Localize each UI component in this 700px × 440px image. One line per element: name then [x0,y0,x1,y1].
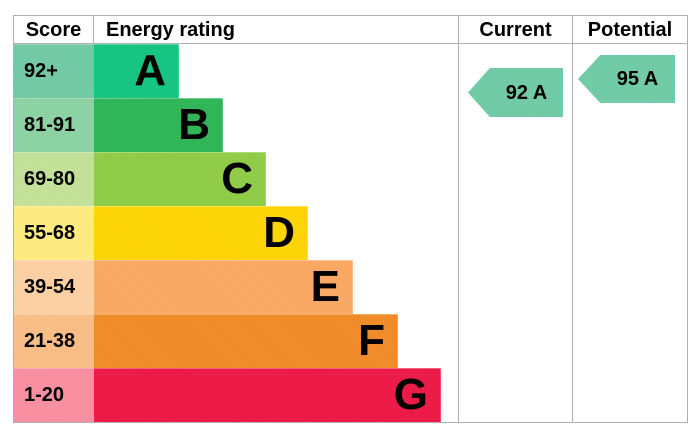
band-letter-c: C [221,154,253,203]
score-range-f: 21-38 [24,329,76,352]
rating-bar-g: G [94,368,441,422]
rating-bar-f: F [94,314,398,368]
score-range-g: 1-20 [24,383,65,406]
band-row-d: 55-68 D [14,206,458,260]
current-column: Current [458,16,572,422]
current-column-header: Current [479,18,552,41]
band-row-e: 39-54 E [14,260,458,314]
band-letter-g: G [393,370,428,419]
rating-bar-a: A [94,44,179,98]
band-letter-a: A [134,46,166,95]
score-cell-a: 92+ [14,44,94,98]
potential-rating-arrow: 95 A [578,55,675,103]
score-cell-c: 69-80 [14,152,94,206]
band-row-f: 21-38 F [14,314,458,368]
score-cell-g: 1-20 [14,368,94,422]
score-cell-e: 39-54 [14,260,94,314]
band-letter-d: D [263,208,295,257]
band-row-b: 81-91 B [14,98,458,152]
main-header-row: Score Energy rating [14,16,458,44]
score-cell-b: 81-91 [14,98,94,152]
score-column-header: Score [14,16,94,43]
band-rows: 92+ A 81-91 B 69-80 [14,44,458,422]
potential-rating-label: 95 A [616,68,659,90]
score-range-c: 69-80 [24,167,76,190]
band-row-a: 92+ A [14,44,458,98]
band-letter-f: F [358,316,385,365]
score-cell-d: 55-68 [14,206,94,260]
epc-table: Score Energy rating 92+ A 81-91 [13,15,688,423]
band-row-c: 69-80 C [14,152,458,206]
score-cell-f: 21-38 [14,314,94,368]
band-letter-b: B [178,100,210,149]
score-range-d: 55-68 [24,221,76,244]
rating-bar-b: B [94,98,223,152]
band-letter-e: E [310,262,340,311]
potential-column: Potential [572,16,687,422]
score-and-rating-column: Score Energy rating 92+ A 81-91 [14,16,458,422]
rating-bar-d: D [94,206,308,260]
current-rating-arrow: 92 A [468,68,563,117]
energy-rating-column-header: Energy rating [106,18,235,41]
potential-header-row: Potential [573,16,687,44]
band-row-g: 1-20 G [14,368,458,422]
score-range-e: 39-54 [24,275,76,298]
score-range-b: 81-91 [24,113,76,136]
rating-bar-e: E [94,260,353,314]
potential-column-header: Potential [587,18,673,41]
current-rating-label: 92 A [505,81,548,104]
score-range-a: 92+ [24,59,58,82]
current-header-row: Current [459,16,572,44]
rating-bar-c: C [94,152,266,206]
